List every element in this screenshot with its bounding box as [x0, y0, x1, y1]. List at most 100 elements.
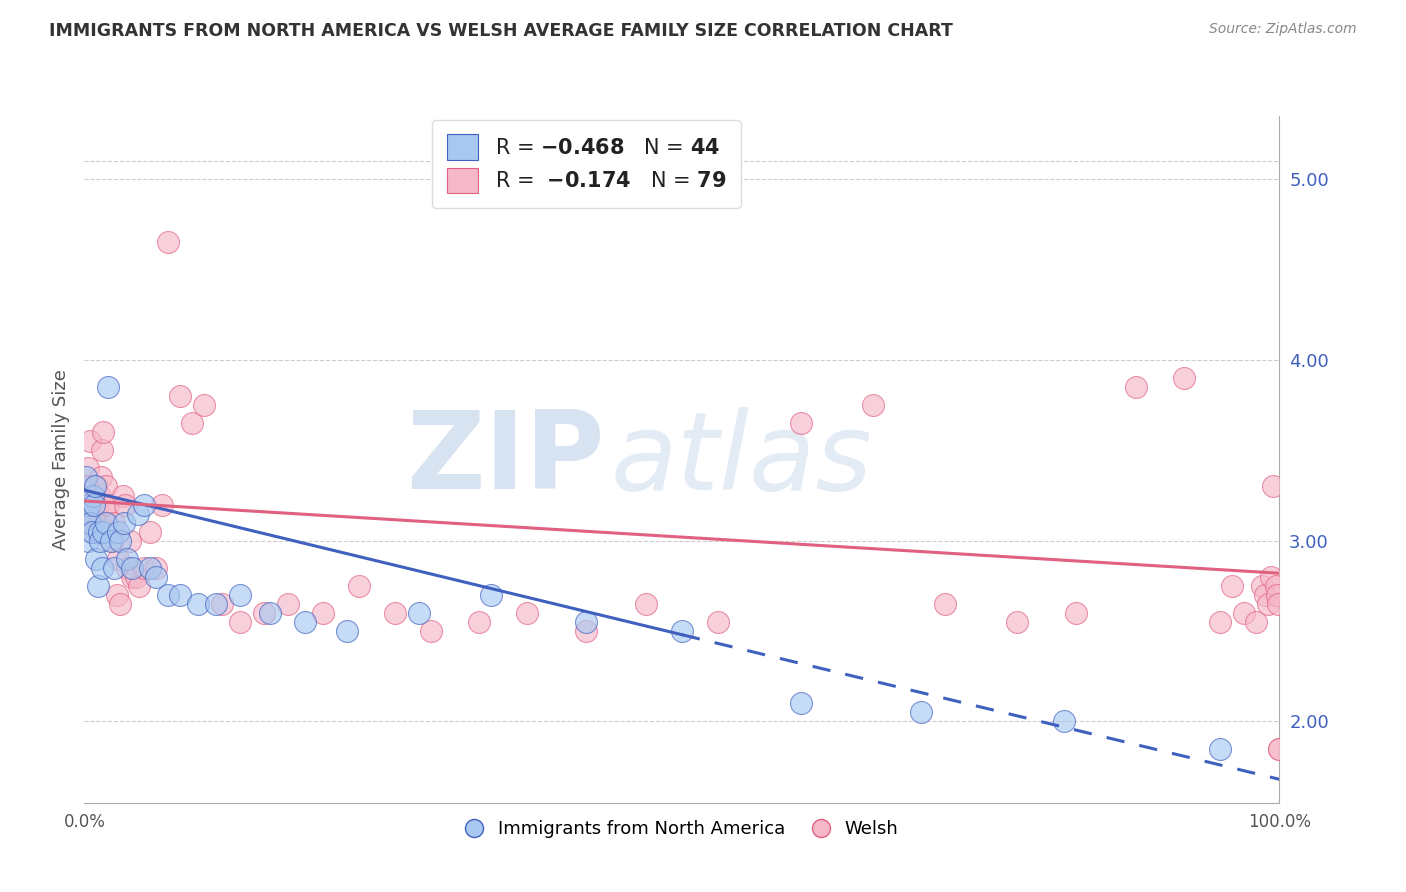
Point — [111, 489, 134, 503]
Point — [187, 597, 209, 611]
Text: ZIP: ZIP — [406, 407, 605, 512]
Point — [294, 615, 316, 629]
Point — [84, 479, 107, 493]
Point — [83, 489, 105, 503]
Point — [79, 516, 101, 530]
Text: IMMIGRANTS FROM NORTH AMERICA VS WELSH AVERAGE FAMILY SIZE CORRELATION CHART: IMMIGRANTS FROM NORTH AMERICA VS WELSH A… — [49, 22, 953, 40]
Point — [1220, 579, 1243, 593]
Point — [80, 524, 103, 539]
Point — [1125, 380, 1147, 394]
Point — [94, 516, 117, 530]
Point — [112, 516, 135, 530]
Point — [132, 561, 156, 575]
Point — [121, 570, 143, 584]
Point — [77, 461, 100, 475]
Point — [468, 615, 491, 629]
Point — [86, 551, 108, 566]
Point — [75, 479, 97, 493]
Point — [790, 416, 813, 430]
Legend: Immigrants from North America, Welsh: Immigrants from North America, Welsh — [458, 813, 905, 846]
Point — [790, 697, 813, 711]
Point — [181, 416, 204, 430]
Point — [910, 706, 932, 720]
Point — [1244, 615, 1267, 629]
Point — [420, 624, 443, 639]
Point — [90, 470, 112, 484]
Point — [127, 507, 149, 521]
Point — [150, 498, 173, 512]
Point — [79, 434, 101, 449]
Point — [82, 524, 104, 539]
Point — [671, 624, 693, 639]
Y-axis label: Average Family Size: Average Family Size — [52, 369, 70, 549]
Point — [205, 597, 228, 611]
Point — [1268, 741, 1291, 756]
Point — [1233, 606, 1256, 620]
Point — [89, 533, 111, 548]
Point — [1053, 714, 1076, 729]
Point — [1254, 588, 1277, 602]
Point — [86, 524, 108, 539]
Point — [1264, 579, 1286, 593]
Point — [117, 551, 139, 566]
Point — [169, 588, 191, 602]
Point — [82, 489, 104, 503]
Point — [105, 588, 128, 602]
Point — [103, 516, 125, 530]
Point — [107, 524, 129, 539]
Point — [145, 561, 167, 575]
Point — [77, 479, 100, 493]
Point — [110, 597, 132, 611]
Point — [110, 533, 132, 548]
Point — [139, 524, 162, 539]
Point — [83, 498, 105, 512]
Point — [82, 507, 104, 521]
Point — [91, 561, 114, 575]
Point — [75, 470, 97, 484]
Point — [277, 597, 299, 611]
Point — [516, 606, 538, 620]
Point — [132, 498, 156, 512]
Point — [1005, 615, 1028, 629]
Point — [575, 624, 598, 639]
Point — [707, 615, 730, 629]
Point — [1260, 570, 1282, 584]
Point — [1257, 597, 1279, 611]
Point — [312, 606, 335, 620]
Point — [128, 579, 150, 593]
Point — [408, 606, 430, 620]
Point — [114, 498, 136, 512]
Point — [1209, 615, 1232, 629]
Point — [139, 561, 162, 575]
Point — [86, 479, 108, 493]
Point — [1250, 579, 1272, 593]
Point — [101, 533, 124, 548]
Point — [1267, 597, 1289, 611]
Point — [157, 588, 180, 602]
Point — [259, 606, 281, 620]
Point — [384, 606, 406, 620]
Point — [169, 389, 191, 403]
Point — [575, 615, 598, 629]
Point — [145, 570, 167, 584]
Point — [93, 425, 115, 440]
Point — [1263, 479, 1285, 493]
Point — [1173, 371, 1195, 385]
Point — [80, 498, 103, 512]
Point — [76, 498, 98, 512]
Point — [87, 516, 110, 530]
Point — [100, 524, 122, 539]
Point — [229, 615, 252, 629]
Point — [118, 533, 141, 548]
Point — [349, 579, 371, 593]
Point — [336, 624, 359, 639]
Point — [77, 489, 100, 503]
Point — [103, 561, 125, 575]
Point — [229, 588, 252, 602]
Point — [86, 579, 108, 593]
Point — [1268, 741, 1291, 756]
Point — [193, 398, 215, 412]
Point — [253, 606, 276, 620]
Point — [862, 398, 884, 412]
Point — [86, 498, 108, 512]
